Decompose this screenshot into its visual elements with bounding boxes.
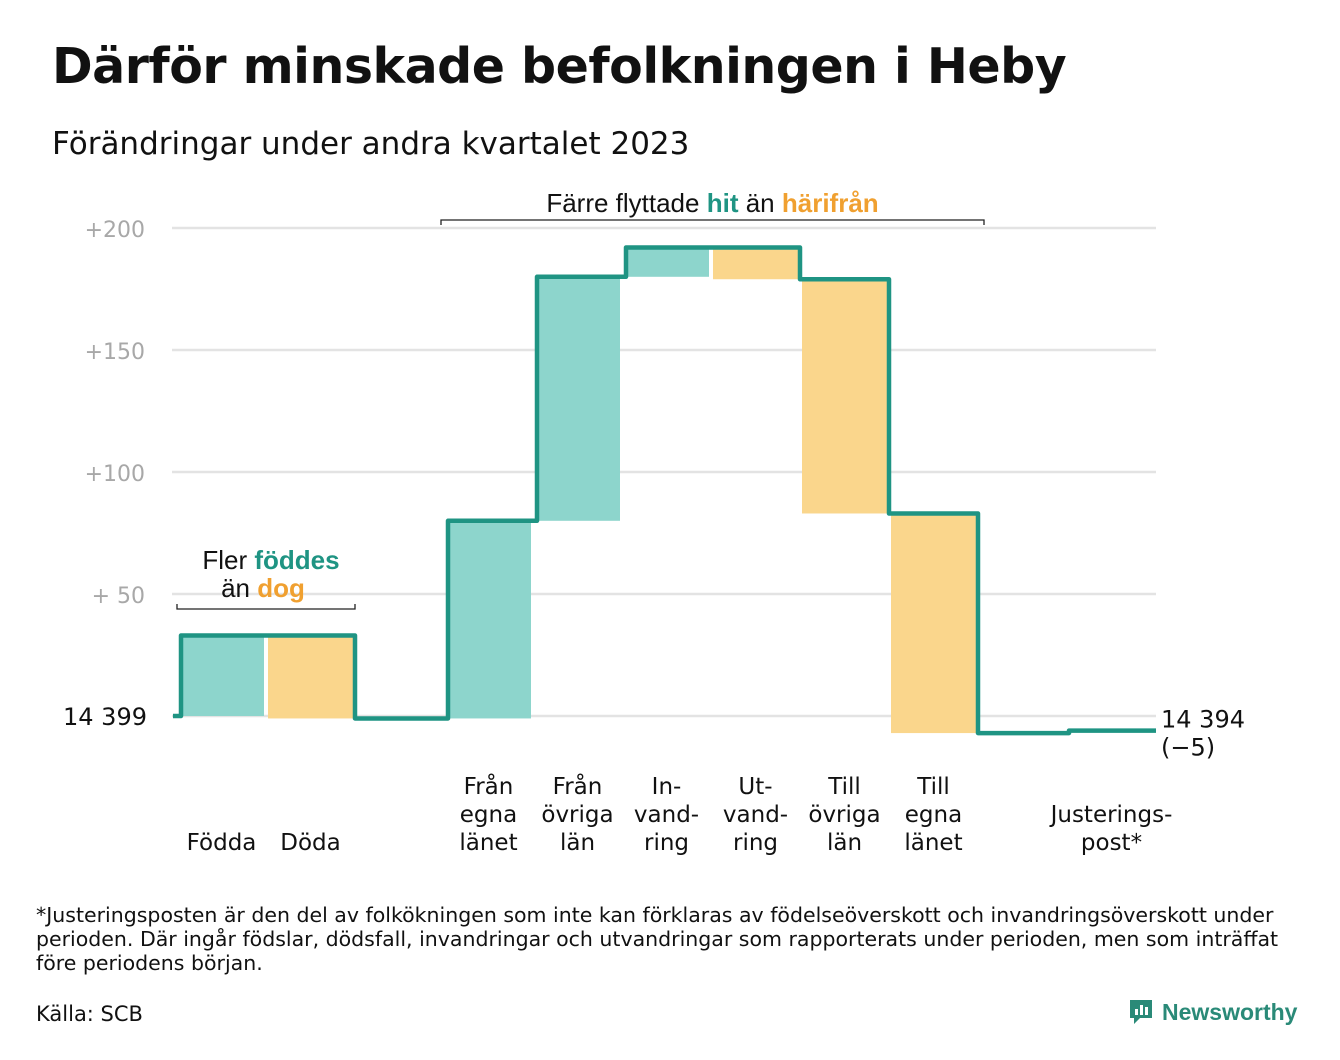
category-label-line: ring [733, 830, 778, 856]
chart-title: Därför minskade befolkningen i Heby [52, 38, 1067, 95]
category-label: Födda [187, 830, 257, 856]
category-label: Justerings-post* [1049, 802, 1173, 856]
migration-annotation: Färre flyttade hit än härifrån [546, 188, 878, 218]
births-annotation-line2: än dog [221, 573, 305, 603]
migration-bracket [440, 219, 985, 225]
category-label-line: vand- [723, 802, 788, 828]
start-value-label: 14 399 [63, 703, 147, 731]
end-change-label: (−5) [1161, 734, 1215, 762]
chart-subtitle: Förändringar under andra kvartalet 2023 [52, 126, 690, 162]
category-label-line: Från [553, 772, 603, 800]
y-tick-label: + 50 [92, 584, 145, 609]
brand-name: Newsworthy [1162, 998, 1298, 1025]
y-tick-label: +150 [85, 340, 145, 365]
category-label: Ut-vand-ring [723, 774, 788, 856]
migration-annotation-bold: hit [707, 188, 739, 218]
category-label-line: Till [916, 774, 950, 800]
category-label-line: ring [644, 830, 689, 856]
cumulative-step-line [173, 245, 1156, 736]
births-annotation-bold: dog [257, 573, 305, 603]
category-label-line: Från [464, 772, 514, 800]
category-label-line: övriga [808, 802, 880, 828]
category-label-line: Födda [187, 830, 257, 856]
category-label-line: län [560, 830, 595, 856]
bar [624, 247, 709, 277]
category-label-line: post* [1081, 830, 1142, 856]
bar [268, 635, 353, 719]
end-value-label: 14 394 [1161, 706, 1245, 734]
bar [891, 513, 976, 734]
migration-annotation-plain: än [738, 188, 781, 218]
y-tick-label: +100 [85, 462, 145, 487]
category-label-line: vand- [634, 802, 699, 828]
category-label-line: övriga [541, 802, 613, 828]
bar [446, 520, 531, 719]
bar [713, 247, 798, 280]
category-label-line: län [827, 830, 862, 856]
brand-logo: Newsworthy [1128, 998, 1297, 1026]
category-label-line: Till [827, 774, 861, 800]
category-label-line: In- [652, 774, 682, 800]
y-tick-label: +200 [85, 218, 145, 243]
category-label-line: Justerings- [1049, 802, 1173, 828]
category-label-line: Ut- [738, 774, 772, 800]
migration-annotation-plain: Färre flyttade [546, 188, 706, 218]
category-label-line: Döda [280, 830, 340, 856]
births-bracket [176, 604, 356, 610]
newsworthy-logo-icon [1130, 1000, 1152, 1024]
bar [802, 279, 887, 514]
births-annotation-bold: föddes [254, 545, 339, 575]
category-label: Döda [280, 830, 340, 856]
bar [535, 276, 620, 521]
category-label: In-vand-ring [634, 774, 699, 856]
bar [179, 635, 264, 716]
migration-annotation-bold: härifrån [782, 188, 879, 218]
category-label-line: egna [460, 802, 517, 828]
births-annotation-plain: än [221, 573, 257, 603]
footnote: *Justeringsposten är den del av folkökni… [36, 903, 1279, 975]
source-label: Källa: SCB [36, 1002, 143, 1026]
category-label-line: egna [905, 802, 962, 828]
category-label-line: länet [459, 830, 517, 856]
births-annotation-line1: Fler föddes [202, 545, 339, 575]
category-label-line: länet [904, 830, 962, 856]
births-annotation-plain: Fler [202, 545, 254, 575]
